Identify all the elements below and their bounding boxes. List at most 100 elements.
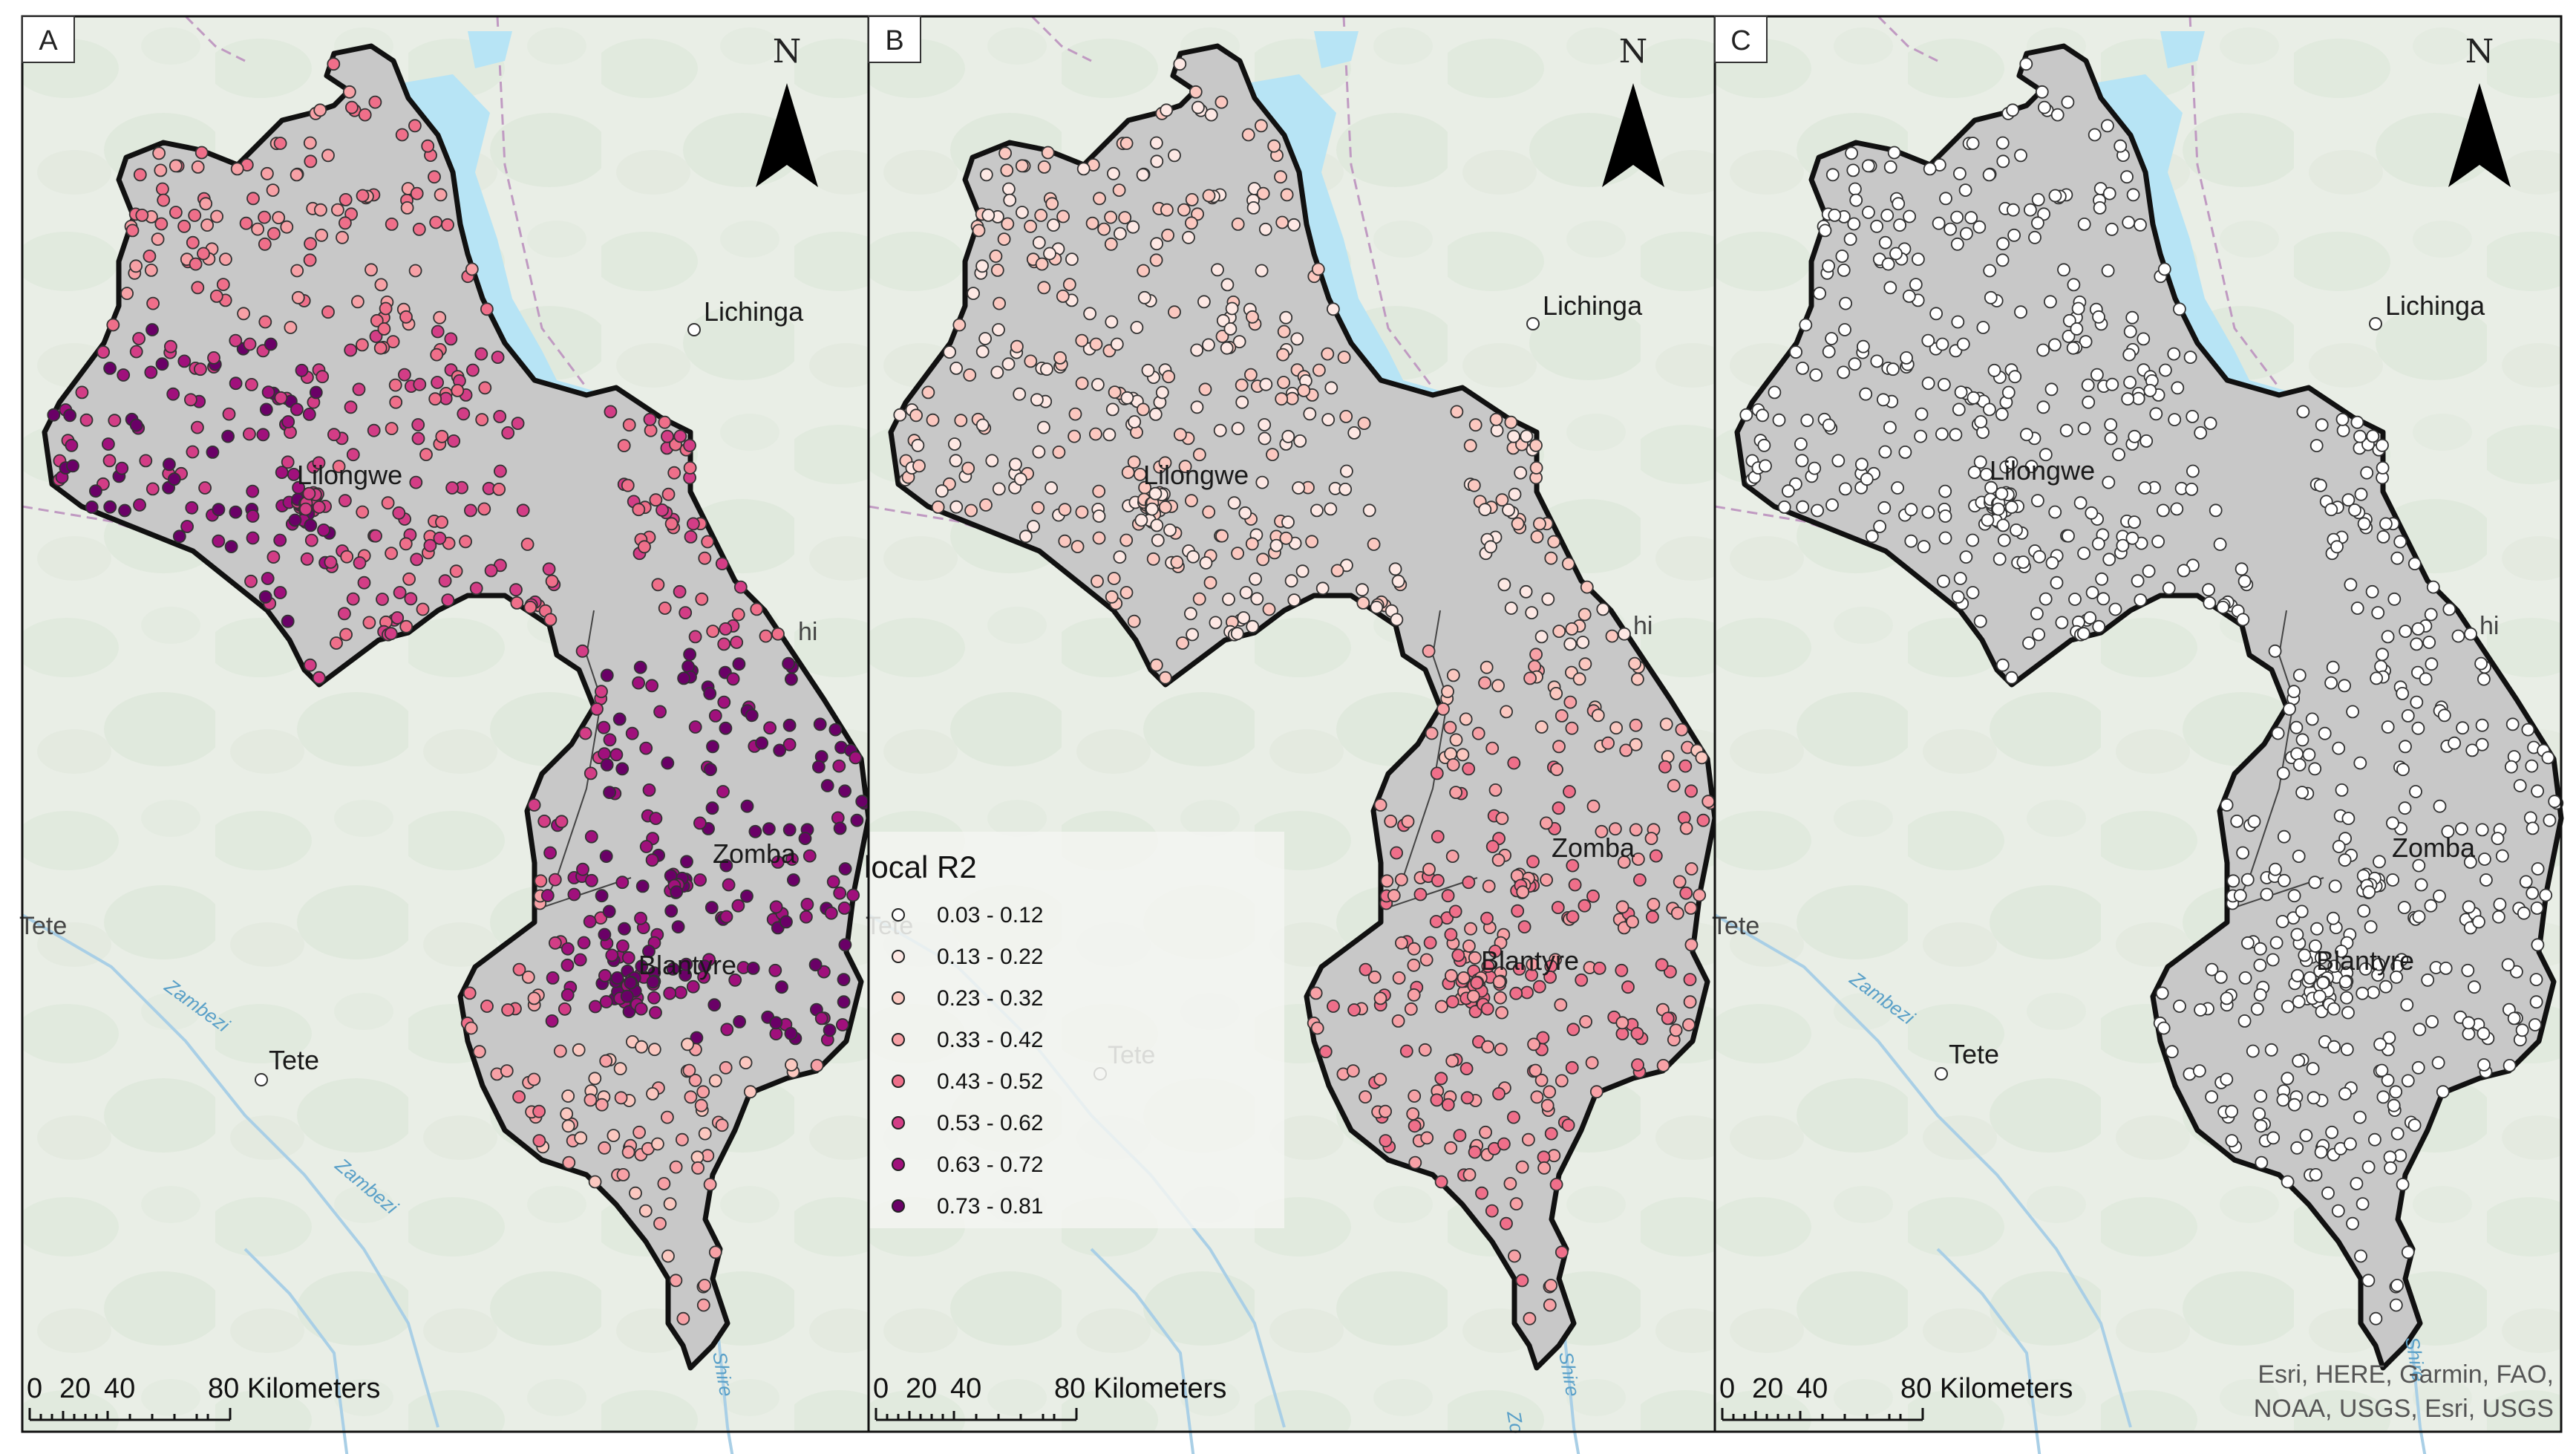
data-point xyxy=(477,502,491,516)
data-point xyxy=(1904,534,1918,548)
data-point xyxy=(2101,119,2114,133)
data-point xyxy=(2383,1150,2397,1164)
data-point xyxy=(284,321,298,334)
data-point xyxy=(1796,361,1809,375)
data-point xyxy=(911,438,925,452)
data-point xyxy=(720,1023,734,1037)
data-point xyxy=(1568,878,1582,892)
data-point xyxy=(469,581,483,596)
data-point xyxy=(681,1037,694,1052)
data-point xyxy=(1093,192,1106,206)
data-point xyxy=(733,1015,746,1028)
data-point xyxy=(2014,149,2027,163)
data-point xyxy=(527,1072,541,1086)
data-point xyxy=(421,139,435,153)
data-point xyxy=(1684,902,1698,915)
data-point xyxy=(1390,846,1403,860)
data-point xyxy=(1849,193,1863,207)
data-point xyxy=(1430,766,1444,780)
data-point xyxy=(2340,991,2353,1005)
data-point xyxy=(1889,247,1903,261)
data-point xyxy=(2055,616,2069,630)
data-point xyxy=(979,498,993,512)
data-point xyxy=(621,1145,635,1159)
data-point xyxy=(273,137,287,150)
data-point xyxy=(543,846,557,860)
data-point xyxy=(1436,702,1450,716)
data-point xyxy=(317,524,330,537)
data-point xyxy=(2478,852,2491,866)
data-point xyxy=(1566,1023,1580,1037)
data-point xyxy=(1619,743,1633,757)
data-point xyxy=(1297,383,1311,397)
data-point xyxy=(1058,534,1072,548)
data-point xyxy=(1075,333,1089,348)
data-point xyxy=(2298,948,2312,962)
data-point xyxy=(408,119,422,133)
data-point xyxy=(2370,671,2383,685)
data-point xyxy=(129,345,143,359)
data-point xyxy=(459,535,472,549)
data-point xyxy=(1176,636,1189,650)
data-point xyxy=(2079,335,2093,349)
data-point xyxy=(1399,1044,1413,1058)
data-point xyxy=(367,423,381,437)
data-point xyxy=(1511,517,1525,531)
data-point xyxy=(1500,705,1513,719)
data-point xyxy=(1321,347,1335,361)
data-point xyxy=(632,676,645,690)
data-point xyxy=(1993,552,2007,566)
data-point xyxy=(1511,904,1525,918)
data-point xyxy=(2186,410,2200,423)
data-point xyxy=(251,222,265,236)
data-point xyxy=(511,417,525,430)
data-point xyxy=(197,247,210,261)
data-point xyxy=(664,904,679,918)
data-point xyxy=(2121,392,2135,406)
data-point xyxy=(431,325,445,339)
data-point xyxy=(1126,220,1140,234)
data-point xyxy=(1667,779,1681,792)
data-point xyxy=(2173,302,2186,316)
data-point xyxy=(1488,783,1503,797)
data-point xyxy=(2131,574,2145,588)
data-point xyxy=(229,505,243,519)
data-point xyxy=(1113,550,1127,564)
data-point xyxy=(542,562,556,576)
scale-tick-40: 40 xyxy=(1797,1373,1828,1404)
scale-tick-20: 20 xyxy=(1752,1373,1783,1404)
city-label-zomba: Zomba xyxy=(1552,832,1635,863)
data-point xyxy=(2283,702,2296,716)
data-point xyxy=(549,936,562,950)
data-point xyxy=(649,493,663,507)
data-point xyxy=(1789,345,1802,359)
data-point xyxy=(1534,720,1549,734)
data-point xyxy=(1939,192,1952,206)
data-point xyxy=(1160,203,1174,217)
data-point xyxy=(404,592,418,606)
data-point xyxy=(1202,189,1216,203)
data-point xyxy=(687,517,700,531)
data-point xyxy=(1544,551,1558,565)
data-point xyxy=(1183,607,1197,621)
data-point xyxy=(1550,763,1563,777)
data-point xyxy=(1937,377,1951,391)
data-point xyxy=(2226,874,2240,888)
data-point xyxy=(340,550,354,564)
data-point xyxy=(2335,783,2349,797)
data-point xyxy=(1150,518,1164,532)
city-label-tete: Tete xyxy=(269,1045,319,1075)
data-point xyxy=(410,186,424,201)
data-point xyxy=(85,501,99,514)
data-point xyxy=(500,1064,514,1078)
data-point xyxy=(304,237,318,251)
data-point xyxy=(2539,888,2553,902)
data-point xyxy=(545,1014,559,1028)
data-point xyxy=(1462,1168,1477,1181)
data-point xyxy=(2277,829,2291,844)
data-point xyxy=(671,920,685,933)
data-point xyxy=(545,574,559,588)
data-point xyxy=(369,330,383,343)
data-point xyxy=(2344,1137,2357,1151)
data-point xyxy=(2007,228,2021,242)
